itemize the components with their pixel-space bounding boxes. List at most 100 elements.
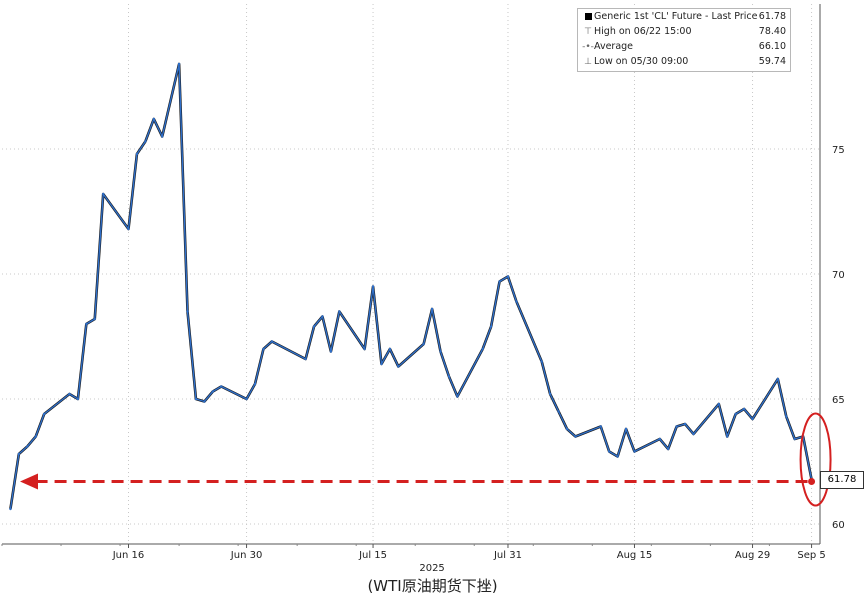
x-tick-label: Jul 31: [493, 550, 522, 561]
legend-entry-high: ⊤ High on 06/22 15:00 78.40: [578, 25, 790, 39]
y-tick-label: 65: [832, 395, 845, 406]
data-point: [683, 422, 687, 426]
data-point: [785, 415, 788, 418]
data-point: [565, 427, 569, 431]
annotations: [20, 412, 832, 507]
data-point: [186, 310, 189, 313]
data-point: [211, 390, 215, 393]
high-marker-icon: ⊤: [584, 27, 592, 37]
data-point: [85, 322, 88, 326]
low-marker-icon: ⊥: [584, 57, 592, 67]
data-point: [152, 117, 155, 121]
data-point: [68, 392, 71, 396]
data-point: [220, 385, 223, 388]
data-point: [253, 382, 257, 386]
data-point: [667, 447, 670, 451]
data-point: [515, 300, 518, 303]
data-point: [245, 397, 248, 401]
data-point: [9, 507, 12, 511]
data-point: [574, 435, 577, 438]
data-point: [624, 427, 628, 431]
price-series: [9, 62, 813, 511]
chart-caption: (WTI原油期货下挫): [367, 577, 498, 595]
data-point: [447, 375, 451, 378]
data-point: [42, 412, 46, 416]
x-tick-label: Sep 5: [797, 550, 825, 561]
legend-value: 61.78: [758, 11, 786, 22]
legend-value: 78.40: [758, 26, 786, 37]
data-point: [270, 340, 274, 343]
data-point: [321, 315, 324, 318]
legend-label: High on 06/22 15:00: [594, 26, 692, 37]
data-point: [329, 350, 333, 353]
legend-entry-last-price: Generic 1st 'CL' Future - Last Price 61.…: [578, 10, 790, 24]
data-point: [489, 325, 493, 328]
data-point: [692, 432, 695, 436]
legend-label: Low on 05/30 09:00: [594, 56, 689, 67]
data-point: [616, 455, 619, 458]
data-point: [456, 395, 459, 398]
legend-square-icon: [582, 10, 594, 24]
data-point: [363, 347, 366, 351]
legend-entry-low: ⊥ Low on 05/30 09:00 59.74: [578, 55, 790, 69]
price-line: [9, 63, 813, 510]
grid-lines: [2, 4, 820, 544]
data-point: [101, 192, 105, 196]
x-tick-label: Jun 30: [230, 550, 263, 561]
data-point: [338, 310, 341, 313]
data-point: [658, 437, 661, 441]
data-point: [161, 135, 164, 138]
legend-value: 59.74: [758, 56, 786, 67]
data-point: [439, 350, 442, 353]
data-point: [498, 280, 501, 283]
legend-label: Average: [594, 41, 634, 52]
data-point: [430, 307, 434, 311]
y-tick-label: 60: [832, 520, 845, 531]
x-tick-label: Jul 15: [358, 550, 387, 561]
data-point: [93, 317, 96, 321]
data-point: [793, 437, 796, 441]
data-point: [177, 62, 181, 66]
average-marker-icon: -•-: [582, 42, 594, 52]
last-point-marker: [808, 478, 816, 485]
data-point: [422, 342, 425, 346]
data-point: [506, 275, 510, 278]
legend-value: 66.10: [758, 41, 786, 52]
data-point: [380, 362, 383, 366]
data-point: [397, 365, 400, 368]
x-year-label: 2025: [419, 563, 444, 574]
data-point: [742, 407, 746, 411]
data-point: [371, 285, 375, 288]
y-tick-label: 70: [832, 270, 845, 281]
legend: Generic 1st 'CL' Future - Last Price 61.…: [577, 8, 791, 72]
data-point: [135, 152, 139, 156]
data-point: [76, 397, 80, 401]
legend-label: Generic 1st 'CL' Future - Last Price: [594, 11, 758, 22]
price-line-shadow: [9, 62, 813, 510]
highlight-ellipse: [799, 412, 832, 507]
data-point: [717, 402, 721, 406]
data-point: [312, 325, 316, 328]
x-tick-label: Jun 16: [112, 550, 145, 561]
y-tick-label: 75: [832, 145, 845, 156]
data-point: [726, 435, 729, 438]
data-point: [557, 410, 560, 413]
data-point: [675, 425, 678, 428]
data-point: [599, 425, 602, 428]
data-point: [26, 445, 29, 448]
data-point: [17, 452, 21, 456]
data-point: [734, 412, 737, 416]
x-tick-label: Aug 29: [735, 550, 770, 561]
data-point: [127, 227, 130, 231]
data-point: [633, 450, 636, 453]
x-tick-label: Aug 15: [617, 550, 652, 561]
data-point: [34, 435, 37, 438]
data-point: [194, 397, 198, 401]
data-point: [776, 377, 780, 381]
data-point: [388, 347, 392, 351]
data-point: [548, 392, 552, 396]
axes: 60 65 70 75 Jun 16 Jun 30 Jul 15 Jul 31 Aug 15 Au…: [1, 4, 845, 574]
data-point: [144, 140, 147, 143]
data-point: [751, 417, 754, 421]
